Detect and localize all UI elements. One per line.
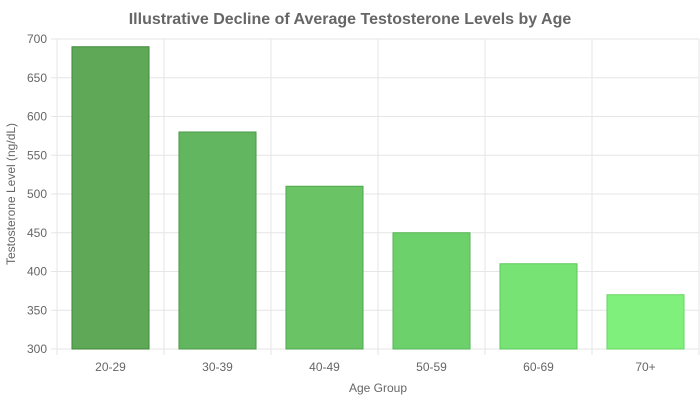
x-tick-label: 50-59: [416, 360, 447, 374]
y-tick-label: 400: [27, 265, 47, 279]
bar-30-39[interactable]: [178, 131, 257, 350]
chart-title: Illustrative Decline of Average Testoste…: [129, 11, 572, 28]
y-axis-label: Testosterone Level (ng/dL): [4, 123, 18, 265]
bar-40-49[interactable]: [285, 185, 364, 350]
bar-50-59[interactable]: [392, 232, 471, 350]
bar-60-69[interactable]: [499, 263, 578, 350]
x-tick-label: 40-49: [309, 360, 340, 374]
x-axis-label: Age Group: [349, 381, 407, 395]
x-tick-label: 70+: [635, 360, 655, 374]
y-tick-label: 500: [27, 187, 47, 201]
y-tick-label: 300: [27, 342, 47, 356]
x-tick-label: 20-29: [95, 360, 126, 374]
y-tick-label: 600: [27, 110, 47, 124]
y-axis-ticks: 300 350 400 450 500 550 600 650 700: [27, 32, 47, 356]
y-tick-label: 450: [27, 226, 47, 240]
y-tick-label: 650: [27, 71, 47, 85]
x-tick-label: 30-39: [202, 360, 233, 374]
bar-20-29[interactable]: [71, 46, 150, 350]
x-tick-label: 60-69: [523, 360, 554, 374]
y-tick-label: 350: [27, 303, 47, 317]
y-tick-label: 700: [27, 32, 47, 46]
grid-lines: [51, 38, 700, 355]
bar-70+[interactable]: [606, 294, 685, 350]
bar-group: [71, 46, 685, 350]
x-axis-ticks: 20-29 30-39 40-49 50-59 60-69 70+: [95, 360, 656, 374]
y-tick-label: 550: [27, 148, 47, 162]
